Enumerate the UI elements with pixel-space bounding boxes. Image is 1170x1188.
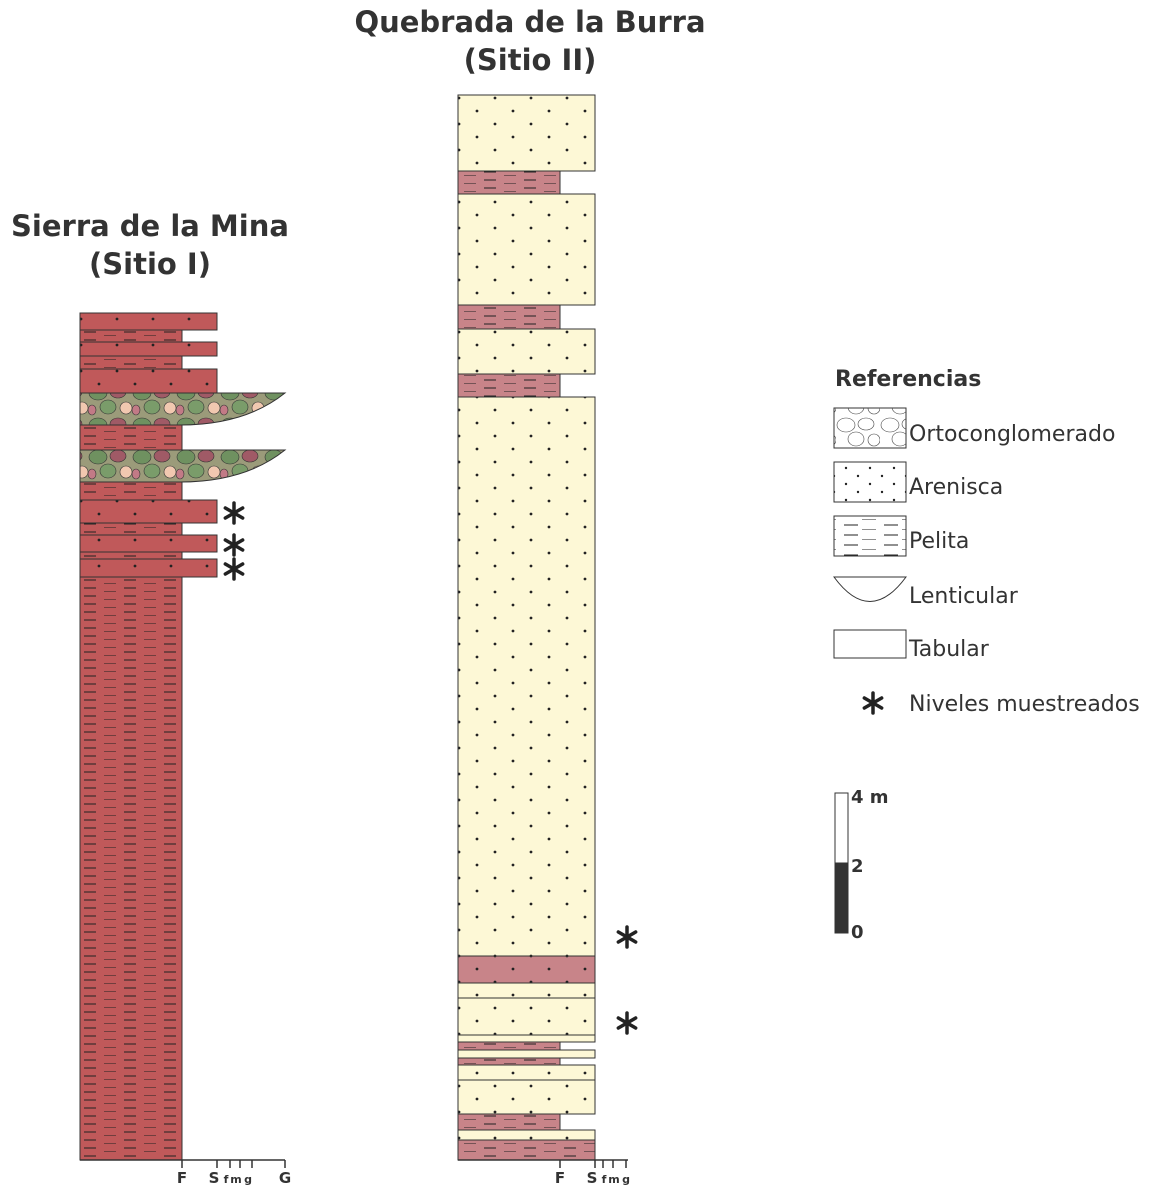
scale-segment xyxy=(835,863,848,933)
column-subtitle: (Sitio II) xyxy=(464,43,597,77)
bed xyxy=(458,329,595,374)
sample-marker xyxy=(618,927,635,947)
bed xyxy=(458,1080,595,1114)
axis-label: S xyxy=(587,1169,598,1187)
bed xyxy=(80,330,182,342)
scale-label: 0 xyxy=(851,922,864,943)
bed xyxy=(80,500,217,523)
bed xyxy=(458,998,595,1035)
bed xyxy=(458,194,595,305)
bed xyxy=(80,552,182,559)
bed xyxy=(458,1114,560,1130)
legend-label: Tabular xyxy=(908,637,990,662)
bed xyxy=(458,374,560,397)
stratigraphic-figure: Quebrada de la Burra (Sitio II) Sierra d… xyxy=(0,0,1170,1188)
scale-label: 4 m xyxy=(851,787,889,808)
axis-label: f xyxy=(224,1173,229,1186)
axis-label: f xyxy=(602,1173,607,1186)
axis-label: G xyxy=(279,1169,291,1187)
bed xyxy=(80,425,182,450)
bed xyxy=(458,305,560,329)
sample-marker xyxy=(225,535,242,555)
bed xyxy=(80,356,182,369)
bed xyxy=(80,559,217,577)
bed xyxy=(80,313,217,330)
bed xyxy=(80,342,217,356)
sample-marker xyxy=(225,503,242,523)
bed xyxy=(458,171,560,194)
column-subtitle: (Sitio I) xyxy=(89,247,211,281)
axis-label: F xyxy=(177,1169,187,1187)
sample-marker xyxy=(864,693,881,713)
legend-label: Niveles muestreados xyxy=(909,692,1140,717)
axis-label: F xyxy=(555,1169,565,1187)
bed xyxy=(458,1140,595,1160)
axis-label: g xyxy=(244,1173,252,1186)
bed xyxy=(458,95,595,171)
conglomerate-lens xyxy=(80,450,285,482)
sample-marker xyxy=(618,1013,635,1033)
bed xyxy=(80,523,182,535)
bed xyxy=(80,482,182,500)
conglomerate-lens xyxy=(80,393,285,425)
scale-label: 2 xyxy=(851,856,864,877)
legend-label: Ortoconglomerado xyxy=(909,422,1115,447)
bed xyxy=(458,1130,595,1140)
legend-label: Lenticular xyxy=(909,584,1019,609)
bed xyxy=(458,1065,595,1080)
axis-label: m xyxy=(230,1173,241,1186)
axis-label: S xyxy=(209,1169,220,1187)
legend-swatch xyxy=(834,577,906,602)
column-title: Sierra de la Mina xyxy=(11,209,289,243)
bed xyxy=(80,577,182,1160)
legend-swatch xyxy=(834,516,906,556)
bed xyxy=(458,1042,560,1050)
bed xyxy=(458,397,595,956)
legend-swatch xyxy=(834,408,906,448)
legend-title: Referencias xyxy=(835,367,981,392)
legend-label: Pelita xyxy=(909,529,969,554)
axis-label: m xyxy=(608,1173,619,1186)
bed xyxy=(458,1050,595,1058)
bed xyxy=(458,956,595,983)
scale-bar: 4 m 2 0 xyxy=(835,787,889,943)
legend: Referencias Ortoconglomerado Arenisca Pe… xyxy=(834,367,1140,717)
bed xyxy=(458,983,595,998)
sample-marker xyxy=(225,559,242,579)
bed xyxy=(458,1035,595,1042)
column-title: Quebrada de la Burra xyxy=(354,5,705,39)
legend-label: Arenisca xyxy=(909,475,1003,500)
bed xyxy=(458,1058,560,1065)
legend-swatch xyxy=(834,462,906,502)
axis-label: g xyxy=(622,1173,630,1186)
bed xyxy=(80,535,217,552)
bed xyxy=(80,369,217,393)
legend-swatch xyxy=(834,630,906,658)
scale-segment xyxy=(835,793,848,863)
